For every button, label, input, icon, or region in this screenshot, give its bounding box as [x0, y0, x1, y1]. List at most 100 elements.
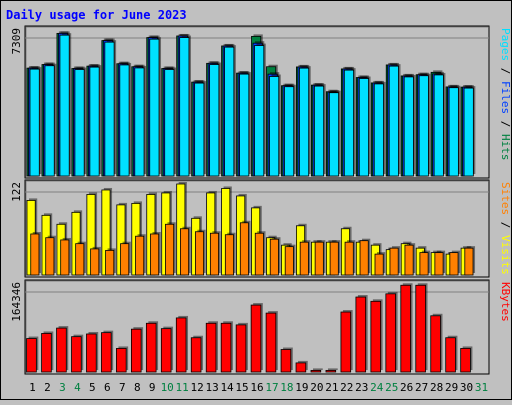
- x-tick-label-6: 6: [104, 381, 111, 394]
- ymax-label-middle: 122: [10, 182, 23, 202]
- bar-kbytes-day-18: [280, 349, 292, 373]
- x-tick-label-15: 15: [235, 381, 248, 394]
- bar-sites-day-12: [194, 231, 205, 276]
- x-tick-label-20: 20: [310, 381, 323, 394]
- bar-kbytes-day-20-shadow: [313, 368, 323, 370]
- bar-kbytes-day-7: [116, 348, 127, 373]
- legend-part-middle-1: /: [499, 215, 512, 235]
- bar-kbytes-day-12: [190, 337, 202, 373]
- legend-label-middle: Sites / Visits: [499, 182, 512, 275]
- bar-kbytes-day-8: [130, 328, 142, 373]
- bar-pages-day-22: [343, 69, 355, 177]
- bar-pages-day-5: [89, 66, 100, 177]
- bar-pages-day-9: [149, 38, 160, 177]
- bar-kbytes-day-24: [370, 300, 382, 373]
- bar-sites-day-7: [120, 243, 130, 276]
- bar-pages-day-19: [299, 67, 310, 177]
- bar-kbytes-day-9: [145, 322, 157, 373]
- x-tick-label-3: 3: [59, 381, 66, 394]
- bar-pages-day-4: [74, 69, 85, 177]
- x-tick-label-1: 1: [29, 381, 36, 394]
- x-tick-label-5: 5: [89, 381, 96, 394]
- bar-sites-day-4: [75, 243, 85, 276]
- x-tick-label-14: 14: [220, 381, 234, 394]
- bar-pages-day-29: [448, 87, 459, 177]
- bar-kbytes-day-27: [415, 284, 426, 373]
- bar-kbytes-day-11: [175, 317, 187, 373]
- bar-pages-day-14: [224, 46, 235, 177]
- legend-label-bottom: KBytes: [499, 282, 512, 322]
- bar-kbytes-day-10: [160, 328, 172, 373]
- bar-kbytes-day-16: [250, 304, 262, 373]
- bar-pages-day-24: [373, 83, 384, 177]
- chart-panels: 7309 Pages / Files / Hits 122 Sites / Visit…: [10, 25, 512, 375]
- legend-part-middle-0: Sites: [499, 182, 512, 215]
- bar-kbytes-day-22: [340, 311, 352, 373]
- bar-pages-day-10: [164, 69, 175, 177]
- x-tick-label-19: 19: [295, 381, 308, 394]
- x-tick-label-8: 8: [134, 381, 141, 394]
- x-tick-label-23: 23: [355, 381, 368, 394]
- bar-kbytes-day-28: [430, 315, 441, 373]
- x-tick-label-16: 16: [250, 381, 263, 394]
- x-tick-label-2: 2: [44, 381, 51, 394]
- bar-sites-day-14: [224, 234, 234, 276]
- bar-kbytes-day-4: [71, 336, 82, 373]
- bar-pages-day-26: [403, 76, 414, 177]
- bar-sites-day-3: [60, 239, 70, 276]
- bar-pages-day-8: [134, 67, 145, 177]
- bar-sites-day-23: [359, 240, 369, 276]
- bar-kbytes-day-13: [205, 322, 217, 373]
- legend-part-top-4: Hits: [499, 134, 512, 161]
- bar-pages-day-21: [328, 92, 340, 177]
- panel-bottom: 164346 KBytes: [10, 279, 512, 375]
- bar-sites-day-9: [150, 233, 160, 276]
- bar-pages-day-11: [179, 37, 190, 177]
- bar-pages-day-16: [254, 45, 265, 177]
- panel-frame-middle: [24, 179, 490, 278]
- bar-sites-day-15: [239, 222, 249, 276]
- bar-kbytes-day-29: [445, 337, 456, 373]
- panel-frame-top: [24, 25, 490, 179]
- x-tick-label-22: 22: [340, 381, 353, 394]
- x-tick-label-30: 30: [460, 381, 473, 394]
- bar-sites-day-17: [269, 238, 279, 276]
- x-tick-label-10: 10: [161, 381, 174, 394]
- x-tick-label-26: 26: [400, 381, 413, 394]
- bar-sites-day-25: [389, 247, 399, 276]
- bar-sites-day-8: [135, 235, 145, 276]
- bar-sites-day-29: [449, 252, 459, 276]
- bar-kbytes-day-1: [26, 338, 37, 373]
- x-tick-label-27: 27: [415, 381, 428, 394]
- bar-sites-day-2: [45, 237, 55, 276]
- x-tick-label-17: 17: [265, 381, 278, 394]
- legend-part-bottom-0: KBytes: [499, 282, 512, 322]
- bar-kbytes-day-25: [385, 293, 396, 373]
- bar-kbytes-day-23: [355, 296, 367, 373]
- chart-title: Daily usage for June 2023: [6, 8, 187, 22]
- bar-sites-day-27: [419, 252, 429, 276]
- bar-kbytes-day-14: [220, 322, 232, 373]
- bar-kbytes-day-5: [86, 333, 97, 373]
- bar-pages-day-2: [44, 65, 55, 177]
- bar-kbytes-day-15: [235, 324, 247, 373]
- bar-pages-day-15: [239, 73, 250, 177]
- bar-pages-day-28: [433, 74, 444, 177]
- bar-kbytes-day-26: [400, 284, 411, 373]
- legend-part-top-3: /: [499, 114, 512, 134]
- bar-pages-day-30: [463, 87, 474, 177]
- x-tick-label-11: 11: [176, 381, 189, 394]
- bar-sites-day-10: [165, 223, 175, 276]
- bar-sites-day-1: [30, 233, 40, 276]
- bar-sites-day-26: [404, 244, 414, 276]
- bar-pages-day-25: [388, 65, 399, 177]
- bar-sites-day-11: [180, 228, 190, 276]
- legend-part-top-2: Files: [499, 81, 512, 114]
- bar-kbytes-day-21-shadow: [327, 368, 338, 370]
- bar-sites-day-6: [105, 249, 115, 276]
- bar-sites-day-24: [374, 253, 384, 276]
- bar-kbytes-day-30: [460, 348, 471, 373]
- x-tick-label-9: 9: [149, 381, 156, 394]
- legend-part-top-0: Pages: [499, 28, 512, 61]
